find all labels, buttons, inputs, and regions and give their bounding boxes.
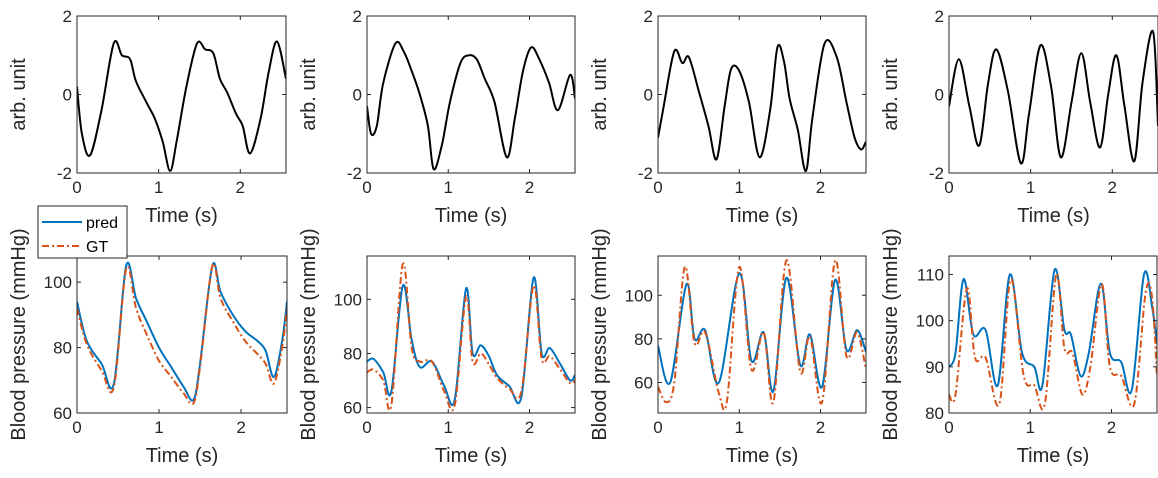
y-tick-label: 2 — [353, 7, 362, 26]
y-tick-label: 2 — [644, 7, 653, 26]
y-axis-label: Blood pressure (mmHg) — [298, 228, 320, 440]
x-tick-label: 2 — [236, 418, 245, 437]
y-tick-label: 100 — [916, 312, 944, 331]
axes-box — [657, 15, 867, 174]
y-axis-label: arb. unit — [589, 58, 611, 131]
x-tick-label: 1 — [735, 178, 744, 197]
axes-box — [948, 15, 1158, 174]
series-line-signal — [77, 40, 286, 173]
x-tick-label: 1 — [154, 418, 163, 437]
y-axis-label: Blood pressure (mmHg) — [8, 228, 30, 440]
y-tick-label: -2 — [347, 164, 362, 183]
x-tick-label: 0 — [944, 418, 953, 437]
x-tick-label: 2 — [816, 178, 825, 197]
x-tick-label: 1 — [735, 418, 744, 437]
x-tick-label: 0 — [653, 418, 662, 437]
legend-label-GT: GT — [86, 239, 108, 256]
x-axis-label: Time (s) — [146, 445, 219, 467]
series-line-signal — [949, 29, 1158, 165]
x-tick-label: 2 — [1107, 418, 1116, 437]
series-line-GT — [949, 272, 1157, 411]
y-tick-label: 0 — [935, 86, 944, 105]
y-tick-label: 0 — [63, 86, 72, 105]
axes-box — [948, 255, 1158, 414]
x-tick-label: 1 — [154, 178, 163, 197]
x-axis-label: Time (s) — [1017, 445, 1090, 467]
axes-box — [76, 255, 288, 414]
x-tick-label: 2 — [816, 418, 825, 437]
series-line-pred — [77, 261, 287, 402]
y-tick-label: -2 — [638, 164, 653, 183]
x-axis-label: Time (s) — [145, 205, 218, 227]
y-tick-label: 100 — [44, 273, 72, 292]
y-tick-label: -2 — [57, 164, 72, 183]
x-tick-label: 0 — [72, 418, 81, 437]
x-tick-label: 2 — [525, 178, 534, 197]
x-tick-label: 2 — [525, 418, 534, 437]
y-tick-label: 80 — [343, 344, 362, 363]
y-tick-label: 0 — [353, 86, 362, 105]
y-tick-label: 100 — [625, 286, 653, 305]
series-line-GT — [367, 262, 575, 412]
x-tick-label: 0 — [362, 178, 371, 197]
x-tick-label: 2 — [236, 178, 245, 197]
axes-box — [657, 255, 867, 414]
x-tick-label: 2 — [1108, 178, 1117, 197]
series-line-GT — [77, 262, 287, 406]
x-axis-label: Time (s) — [435, 445, 508, 467]
x-axis-label: Time (s) — [726, 205, 799, 227]
y-tick-label: 80 — [925, 404, 944, 423]
x-tick-label: 0 — [362, 418, 371, 437]
x-tick-label: 0 — [653, 178, 662, 197]
y-tick-label: 110 — [917, 265, 944, 284]
panel-bp-4: 0 1 2 80 90 100 110 Time (s) Blood pressure (mmH… — [880, 228, 1158, 467]
y-axis-label: Blood pressure (mmHg) — [880, 228, 902, 440]
x-axis-label: Time (s) — [1017, 205, 1090, 227]
y-tick-label: 0 — [644, 86, 653, 105]
x-tick-label: 1 — [444, 178, 453, 197]
x-tick-label: 0 — [72, 178, 81, 197]
x-tick-label: 1 — [1026, 418, 1035, 437]
y-axis-label: arb. unit — [8, 58, 30, 131]
y-tick-label: 90 — [925, 358, 944, 377]
y-tick-label: -2 — [929, 164, 944, 183]
x-tick-label: 1 — [444, 418, 453, 437]
y-tick-label: 100 — [334, 290, 362, 309]
panel-bp-3: 0 1 2 60 80 100 Time (s) Blood pressure (mmHg) — [589, 228, 867, 467]
series-line-pred — [949, 268, 1157, 395]
y-axis-label: arb. unit — [298, 58, 320, 131]
panel-bp-1: 0 1 2 60 80 100 Time (s) Blood pressure (mmHg) p… — [8, 205, 288, 467]
y-tick-label: 2 — [935, 7, 944, 26]
y-axis-label: arb. unit — [880, 58, 902, 131]
series-line-signal — [658, 38, 866, 173]
y-axis-label: Blood pressure (mmHg) — [589, 228, 611, 440]
x-tick-label: 0 — [944, 178, 953, 197]
y-tick-label: 2 — [63, 7, 72, 26]
y-tick-label: 60 — [53, 404, 72, 423]
series-line-signal — [367, 40, 575, 171]
x-tick-label: 1 — [1026, 178, 1035, 197]
axes-box — [76, 15, 287, 174]
x-axis-label: Time (s) — [435, 205, 508, 227]
legend-label-pred: pred — [86, 215, 118, 232]
panel-bp-2: 0 1 2 60 80 100 Time (s) Blood pressure (mmHg) — [298, 228, 576, 467]
legend-box — [37, 205, 128, 259]
axes-box — [366, 255, 576, 414]
y-tick-label: 60 — [343, 399, 362, 418]
y-tick-label: 80 — [53, 339, 72, 358]
y-tick-label: 80 — [634, 330, 653, 349]
legend: pred GT — [37, 205, 128, 259]
x-axis-label: Time (s) — [726, 445, 799, 467]
y-tick-label: 60 — [634, 373, 653, 392]
axes-box — [366, 15, 576, 174]
